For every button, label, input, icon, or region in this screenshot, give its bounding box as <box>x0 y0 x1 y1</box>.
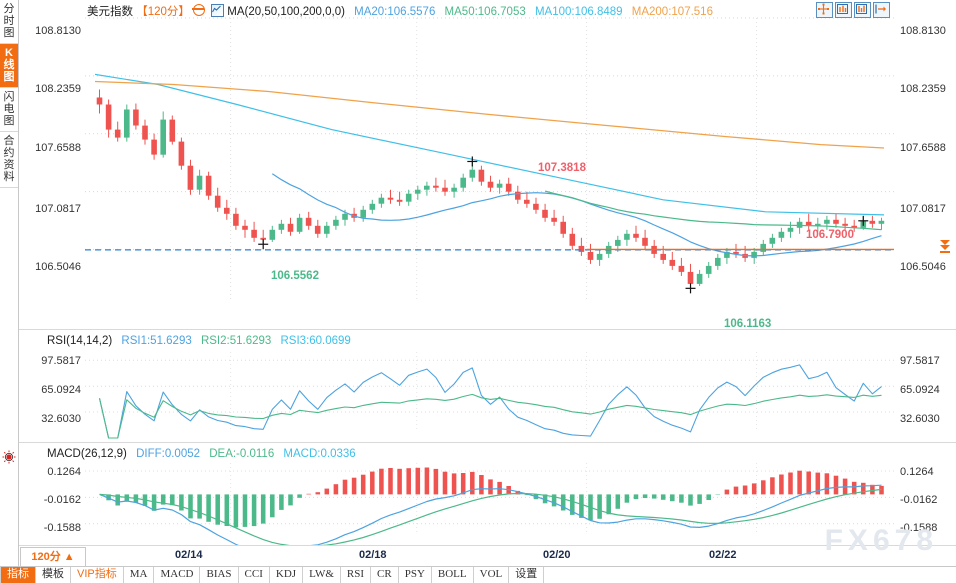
price-tick-right-4: 106.5046 <box>900 261 946 273</box>
rsi-tick-left-1: 65.0924 <box>41 384 81 396</box>
brightness-icon[interactable] <box>2 450 16 464</box>
rsi-tick-right-1: 65.0924 <box>900 384 940 396</box>
sidebar-label-2: 闪电图 <box>3 91 15 127</box>
rsi-lines-svg <box>85 352 894 439</box>
bottom-toolbar: 指标 模板 VIP指标 MA MACD BIAS CCI KDJ LW& RSI… <box>0 566 956 583</box>
bottom-btn-kdj[interactable]: KDJ <box>270 567 304 583</box>
price-tick-right-2: 107.6588 <box>900 142 946 154</box>
bottom-btn-lwr[interactable]: LW& <box>303 567 341 583</box>
price-tick-left-2: 107.6588 <box>35 142 81 154</box>
sidebar-label-1: K线图 <box>3 47 15 83</box>
rsi-tick-left-2: 32.6030 <box>41 413 81 425</box>
macd-tick-right-1: -0.0162 <box>900 494 938 506</box>
sidebar-item-lightning-chart[interactable]: 闪电图 <box>0 88 18 132</box>
macd-tick-left-0: 0.1264 <box>47 466 81 478</box>
chart-shift-right-icon[interactable] <box>873 2 890 18</box>
price-alert-arrow-icon[interactable] <box>938 238 952 256</box>
price-candlestick-svg <box>85 17 894 300</box>
ma20-value: MA20:106.5576 <box>354 6 436 18</box>
crosshair-move-icon[interactable] <box>816 2 833 18</box>
price-tick-left-4: 106.5046 <box>35 261 81 273</box>
ma50-value: MA50:106.7053 <box>444 6 526 18</box>
macd-tick-right-0: 0.1264 <box>900 466 934 478</box>
ma-formula-label: MA(20,50,100,200,0,0) <box>227 6 345 18</box>
bottom-btn-settings[interactable]: 设置 <box>509 567 545 583</box>
bottom-btn-vip-indicators[interactable]: VIP指标 <box>71 567 124 583</box>
chart-tools-toolbar <box>816 2 890 18</box>
macd-panel: MACD(26,12,9) DIFF:0.0052 DEA:-0.0116 MA… <box>19 443 956 546</box>
macd-plot-area[interactable] <box>85 443 894 545</box>
period-selector-tab[interactable]: 120分 ▲ <box>20 547 86 566</box>
annotation-low-left: 106.5562 <box>271 270 319 282</box>
macd-hist-value: MACD:0.0336 <box>283 448 356 460</box>
price-plot-area[interactable] <box>85 0 894 329</box>
annotation-high: 107.3818 <box>538 162 586 174</box>
chart-column: 美元指数 【120分】 MA(20,50,100,200,0,0) MA20:1… <box>19 0 956 567</box>
price-tick-left-0: 108.8130 <box>35 25 81 37</box>
rsi-panel: RSI(14,14,2) RSI1:51.6293 RSI2:51.6293 R… <box>19 330 956 443</box>
price-tick-left-1: 108.2359 <box>35 83 81 95</box>
price-panel: 美元指数 【120分】 MA(20,50,100,200,0,0) MA20:1… <box>19 0 956 330</box>
bottom-btn-macd[interactable]: MACD <box>154 567 201 583</box>
ma200-value: MA200:107.516 <box>631 6 713 18</box>
period-label: 【120分】 <box>136 6 190 18</box>
ma-settings-icon[interactable] <box>211 4 225 17</box>
rsi2-value: RSI2:51.6293 <box>200 335 272 347</box>
macd-histogram-svg <box>85 463 894 545</box>
date-label-1: 02/18 <box>359 549 387 561</box>
price-tick-right-1: 108.2359 <box>900 83 946 95</box>
date-label-0: 02/14 <box>175 549 203 561</box>
chart-expand-icon[interactable] <box>854 2 871 18</box>
sidebar-label-0: 分时图 <box>3 3 15 39</box>
bottom-btn-rsi[interactable]: RSI <box>341 567 372 583</box>
bottom-btn-indicators[interactable]: 指标 <box>0 567 36 583</box>
date-axis: 02/14 02/18 02/20 02/22 <box>19 546 956 567</box>
macd-tick-left-2: -0.1588 <box>43 522 81 534</box>
left-sidebar: 分时图 K线图 闪电图 合约资料 <box>0 0 19 566</box>
bottom-btn-psy[interactable]: PSY <box>399 567 432 583</box>
bottom-btn-cci[interactable]: CCI <box>239 567 270 583</box>
price-tick-left-3: 107.0817 <box>35 203 81 215</box>
sidebar-item-contract-info[interactable]: 合约资料 <box>0 132 18 188</box>
bottom-btn-bias[interactable]: BIAS <box>200 567 239 583</box>
bottom-btn-boll[interactable]: BOLL <box>432 567 474 583</box>
macd-tick-left-1: -0.0162 <box>43 494 81 506</box>
macd-title: MACD(26,12,9) <box>47 448 127 460</box>
annotation-last-price: 106.7900 <box>806 229 854 241</box>
bottom-btn-cr[interactable]: CR <box>371 567 399 583</box>
symbol-name: 美元指数 <box>87 6 133 18</box>
price-tick-right-0: 108.8130 <box>900 25 946 37</box>
sidebar-item-timeshare-chart[interactable]: 分时图 <box>0 0 18 44</box>
rsi-title: RSI(14,14,2) <box>47 335 113 347</box>
bottom-toolbar-filler <box>544 567 956 583</box>
rsi-tick-right-2: 32.6030 <box>900 413 940 425</box>
rsi-tick-left-0: 97.5817 <box>41 355 81 367</box>
price-tick-right-3: 107.0817 <box>900 203 946 215</box>
date-label-3: 02/22 <box>709 549 737 561</box>
sidebar-label-3: 合约资料 <box>3 135 15 183</box>
rsi1-value: RSI1:51.6293 <box>121 335 192 347</box>
bottom-btn-templates[interactable]: 模板 <box>36 567 71 583</box>
macd-diff-value: DIFF:0.0052 <box>136 448 201 460</box>
rsi3-value: RSI3:60.0699 <box>280 335 351 347</box>
bottom-btn-vol[interactable]: VOL <box>474 567 510 583</box>
bottom-btn-ma[interactable]: MA <box>124 567 155 583</box>
rsi-panel-header: RSI(14,14,2) RSI1:51.6293 RSI2:51.6293 R… <box>47 335 351 347</box>
macd-tick-right-2: -0.1588 <box>900 522 938 534</box>
chart-fit-icon[interactable] <box>835 2 852 18</box>
date-label-2: 02/20 <box>543 549 571 561</box>
rsi-plot-area[interactable] <box>85 330 894 442</box>
sidebar-item-kline-chart[interactable]: K线图 <box>0 44 18 88</box>
ma100-value: MA100:106.8489 <box>534 6 623 18</box>
remove-indicator-icon[interactable] <box>192 4 206 16</box>
macd-dea-value: DEA:-0.0116 <box>209 448 275 460</box>
rsi-tick-right-0: 97.5817 <box>900 355 940 367</box>
annotation-low-right: 106.1163 <box>724 318 772 330</box>
price-panel-header: 美元指数 【120分】 MA(20,50,100,200,0,0) MA20:1… <box>87 3 713 19</box>
macd-panel-header: MACD(26,12,9) DIFF:0.0052 DEA:-0.0116 MA… <box>47 448 356 460</box>
